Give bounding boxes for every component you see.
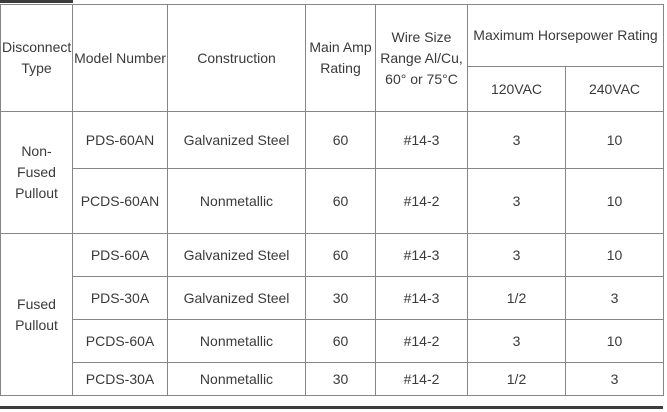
cell-hp-240vac: 3	[565, 362, 664, 396]
table-row: PDS-30A Galvanized Steel 30 #14-3 1/2 3	[1, 276, 664, 320]
heavy-rule-bottom	[0, 406, 663, 409]
cell-wire-size: #14-3	[375, 111, 468, 169]
cell-main-amp: 30	[305, 362, 376, 396]
header-model-number: Model Number	[72, 4, 168, 112]
cell-wire-size: #14-3	[375, 276, 468, 320]
cell-construction: Galvanized Steel	[167, 111, 306, 169]
header-120vac: 120VAC	[467, 66, 566, 112]
cell-construction: Nonmetallic	[167, 362, 306, 396]
cell-hp-120vac: 1/2	[467, 362, 566, 396]
cell-model: PDS-60A	[72, 233, 168, 277]
header-240vac: 240VAC	[565, 66, 664, 112]
header-main-amp-rating: Main Amp Rating	[305, 4, 376, 112]
section-label-fused: Fused Pullout	[0, 233, 73, 396]
cell-wire-size: #14-2	[375, 319, 468, 363]
cell-wire-size: #14-2	[375, 362, 468, 396]
header-construction: Construction	[167, 4, 306, 112]
header-row-main: Disconnect Type Model Number Constructio…	[0, 4, 664, 112]
cell-hp-120vac: 3	[467, 319, 566, 363]
table-row: PCDS-60A Nonmetallic 60 #14-2 3 10	[1, 319, 664, 363]
cell-hp-120vac: 3	[467, 168, 566, 234]
cell-model: PDS-60AN	[72, 111, 168, 169]
table-row: PCDS-60AN Nonmetallic 60 #14-2 3 10	[1, 168, 664, 234]
cell-construction: Galvanized Steel	[167, 233, 306, 277]
cell-main-amp: 60	[305, 319, 376, 363]
heavy-rule-top-left	[0, 0, 73, 3]
cell-main-amp: 60	[305, 168, 376, 234]
cell-hp-240vac: 3	[565, 276, 664, 320]
cell-hp-240vac: 10	[565, 111, 664, 169]
cell-construction: Nonmetallic	[167, 319, 306, 363]
table-row: Non-Fused Pullout PDS-60AN Galvanized St…	[0, 111, 664, 234]
cell-model: PDS-30A	[72, 276, 168, 320]
header-wire-size-range: Wire Size Range Al/Cu, 60° or 75°C	[375, 4, 468, 112]
cell-hp-240vac: 10	[565, 168, 664, 234]
header-row-voltage: 120VAC 240VAC	[1, 66, 664, 112]
cell-model: PCDS-60AN	[72, 168, 168, 234]
cell-main-amp: 60	[305, 233, 376, 277]
spec-table: Disconnect Type Model Number Constructio…	[0, 4, 664, 396]
cell-hp-240vac: 10	[565, 319, 664, 363]
cell-hp-120vac: 3	[467, 233, 566, 277]
header-disconnect-type: Disconnect Type	[0, 4, 73, 112]
cell-hp-120vac: 1/2	[467, 276, 566, 320]
cell-wire-size: #14-2	[375, 168, 468, 234]
cell-wire-size: #14-3	[375, 233, 468, 277]
table-row: Fused Pullout PDS-60A Galvanized Steel 6…	[0, 233, 664, 396]
cell-hp-240vac: 10	[565, 233, 664, 277]
cell-construction: Nonmetallic	[167, 168, 306, 234]
cell-model: PCDS-60A	[72, 319, 168, 363]
section-label-non-fused: Non-Fused Pullout	[0, 111, 73, 234]
cell-model: PCDS-30A	[72, 362, 168, 396]
cell-construction: Galvanized Steel	[167, 276, 306, 320]
cell-main-amp: 30	[305, 276, 376, 320]
cell-main-amp: 60	[305, 111, 376, 169]
header-max-horsepower: Maximum Horsepower Rating	[467, 4, 664, 67]
table-row: PCDS-30A Nonmetallic 30 #14-2 1/2 3	[1, 362, 664, 396]
cell-hp-120vac: 3	[467, 111, 566, 169]
